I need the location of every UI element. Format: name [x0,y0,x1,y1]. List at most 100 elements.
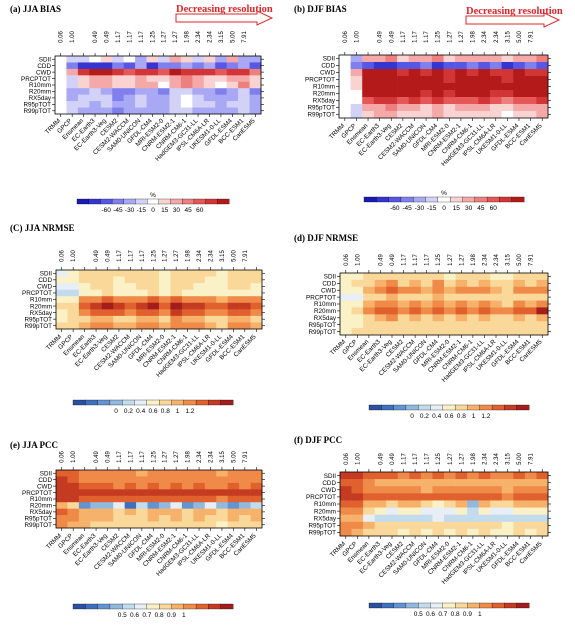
heatmap-cell [147,309,160,317]
row-label: CWD [320,70,335,77]
colorbar-swatch [195,399,209,406]
heatmap-cell [466,104,479,112]
heatmap-cell [420,97,433,105]
heatmap-cell [524,486,537,494]
heatmap-cell [56,296,68,304]
heatmap-cell [501,314,514,322]
heatmap-cell [192,88,205,95]
heatmap-cell [513,286,526,294]
colorbar-0: -60 -45 -30 -15 0 15 30 45 60% [76,192,230,214]
heatmap-cell [501,528,514,537]
heatmap-cell [113,302,125,310]
colorbar-swatch [76,198,90,205]
resolution-label: 0.49 [106,250,112,262]
heatmap-cell [513,279,526,288]
heatmap-cell [455,300,468,308]
heatmap-cell [420,500,433,508]
heatmap-cell [100,62,113,70]
heatmap-cell [55,62,67,70]
heatmap-cell [113,521,125,529]
heatmap-cell [113,515,125,522]
colorbar-tick-label: 60 [196,207,204,214]
heatmap-cell [408,69,421,77]
resolution-label: 1.17 [116,31,122,43]
heatmap-cell [340,514,352,523]
heatmap-cell [90,322,103,330]
heatmap-cell [89,94,102,102]
heatmap-cell [67,508,80,516]
heatmap-cell [78,283,91,290]
heatmap-cell [193,476,206,484]
heatmap-cell [478,69,491,77]
heatmap-cell [56,470,68,477]
heatmap-cell [397,62,409,70]
resolution-label: 5.00 [517,254,523,266]
heatmap-cell [351,321,364,329]
colorbar-swatch [109,603,123,610]
heatmap-cell [536,97,549,105]
heatmap-cell [339,76,351,84]
heatmap-cell [170,302,183,310]
colorbar-tick-label: 0 [410,413,414,420]
heatmap-cell [339,111,351,119]
heatmap-cell [397,83,409,91]
heatmap-cell [136,482,148,490]
heatmap-cell [339,97,351,105]
heatmap-cell [136,315,148,323]
heatmap-cell [374,500,387,508]
heatmap-cell [250,315,263,323]
heatmap-cell [77,107,90,115]
heatmap-cell [55,88,67,95]
resolution-label: 0.49 [93,31,99,43]
row-label: PRCPTOT [305,77,335,84]
resolution-label: 1.27 [459,453,465,465]
heatmap-cell [409,514,422,523]
heatmap-cell [420,493,433,501]
heatmap-cell [124,515,137,522]
resolution-label: 1.00 [355,453,361,465]
heatmap-cell [513,493,526,501]
heatmap-cell [420,286,433,294]
heatmap-cell [239,309,251,317]
heatmap-cell [193,470,206,477]
heatmap-cell [478,83,491,91]
colorbar-swatch [425,196,439,203]
heatmap-cell [147,476,160,484]
heatmap-cell [374,328,387,336]
heatmap-cell [431,76,444,84]
heatmap-cell [159,296,171,304]
heatmap-cell [501,493,514,501]
heatmap-cell [101,502,114,509]
heatmap-cell [181,489,194,497]
heatmap-cell [489,97,502,105]
heatmap-cell [250,508,263,516]
heatmap-cell [467,321,479,329]
heatmap-cell [466,90,479,98]
heatmap-cell [397,55,409,63]
heatmap-cell [340,300,352,308]
heatmap-cell [89,56,102,63]
heatmap-cell [432,500,445,508]
heatmap-cell [136,476,148,484]
heatmap-cell [432,286,445,294]
row-label: SDII [39,56,51,63]
row-label: R95pTOT [24,516,52,523]
colorbar-swatch [454,404,468,411]
heatmap-cell [193,322,206,330]
heatmap-cell [89,88,102,95]
colorbar-tick-label: -45 [402,205,412,212]
heatmap-cell [478,521,491,530]
resolution-label: 3.15 [220,250,226,262]
heatmap-cell [362,104,375,112]
heatmap-cell [455,328,468,336]
row-label: PRCPTOT [22,290,52,297]
heatmap-cell [56,309,68,317]
heatmap-cell [455,521,468,530]
heatmap-cell [67,322,80,330]
heatmap-cell [340,273,352,281]
heatmap-cell [513,62,526,70]
heatmap-cell [192,68,205,76]
heatmap-cell [501,111,514,119]
heatmap-cell [216,309,228,317]
heatmap-cell [340,279,352,288]
